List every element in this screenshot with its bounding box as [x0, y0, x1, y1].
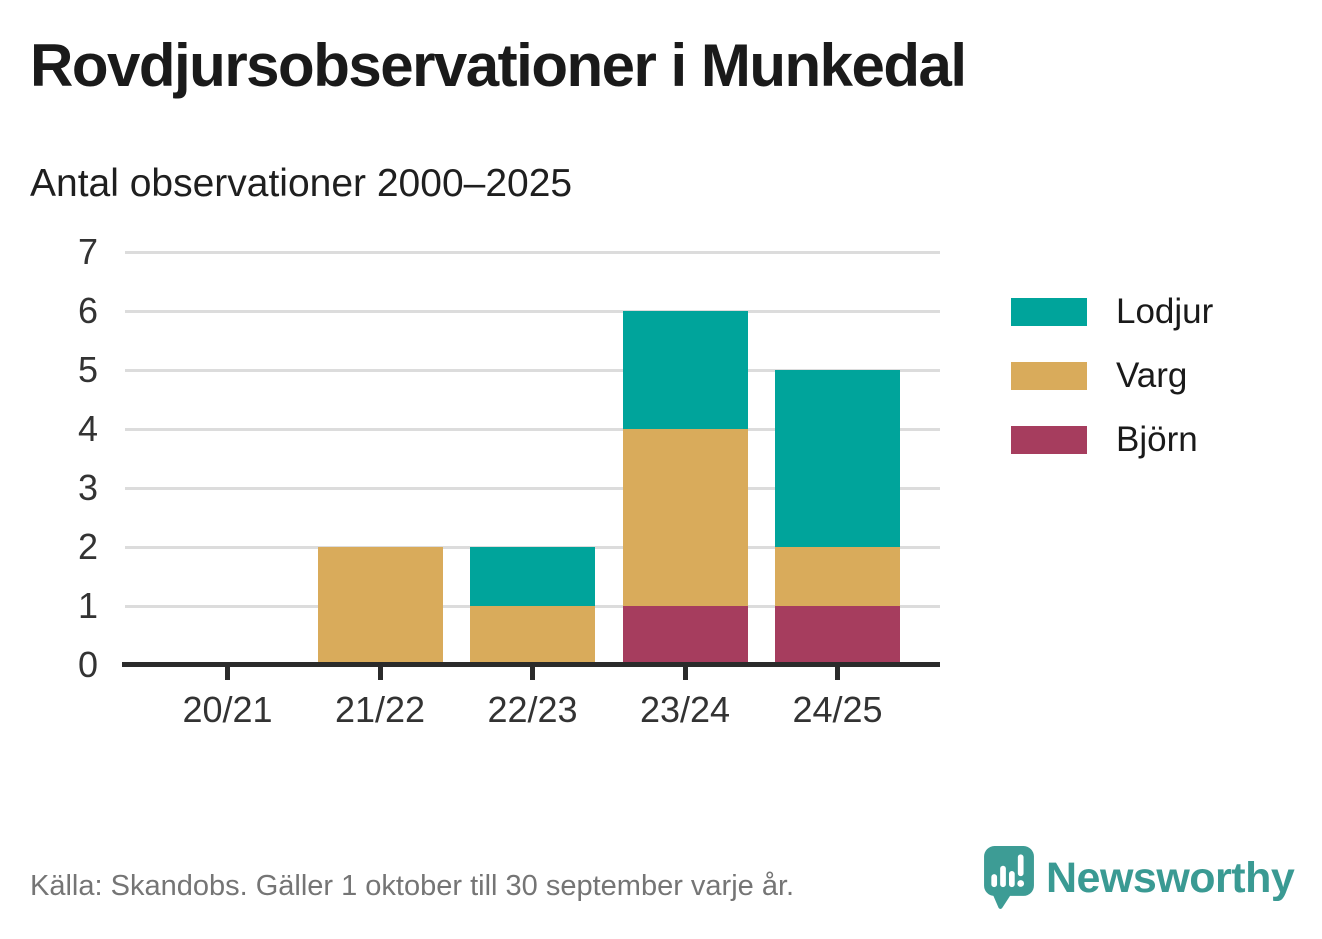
bar-segment-22-23-varg [470, 606, 595, 665]
legend-label: Varg [1116, 356, 1188, 395]
x-tick-label: 21/22 [334, 689, 426, 730]
x-tick-label: 20/21 [182, 689, 273, 730]
x-axis-tick [530, 667, 535, 680]
x-axis-tick [225, 667, 230, 680]
legend-swatch-björn [1011, 425, 1087, 454]
bar-segment-21-22-varg [317, 547, 443, 665]
y-tick-label: 0 [77, 644, 98, 685]
legend-item-lodjur: Lodjur [1011, 294, 1213, 329]
legend-item-björn: Björn [1011, 422, 1213, 457]
gridline-y3 [125, 486, 940, 490]
legend-item-varg: Varg [1011, 358, 1213, 393]
chart-title: Rovdjursobservationer i Munkedal [30, 32, 967, 99]
x-axis-tick [682, 667, 688, 680]
newsworthy-logo-icon [984, 846, 1034, 909]
legend-swatch-lodjur [1011, 297, 1087, 326]
x-axis-line [122, 662, 940, 667]
x-axis-tick [377, 667, 383, 680]
y-tick-label: 4 [77, 408, 98, 449]
x-tick-label: 23/24 [639, 689, 731, 730]
bar-segment-24-25-björn [775, 606, 900, 665]
bar-segment-23-24-lodjur [622, 311, 748, 429]
legend-label: Björn [1116, 420, 1198, 459]
bar-segment-24-25-lodjur [775, 370, 900, 547]
y-tick-label: 5 [77, 349, 98, 390]
bar-segment-24-25-varg [775, 547, 900, 606]
gridline-y5 [125, 368, 940, 372]
y-tick-label: 6 [77, 290, 98, 331]
x-tick-label: 24/25 [792, 689, 883, 730]
legend-swatch-varg [1011, 361, 1087, 390]
gridline-y7 [125, 250, 940, 254]
bar-segment-23-24-varg [622, 429, 748, 606]
source-note: Källa: Skandobs. Gäller 1 oktober till 3… [30, 870, 795, 902]
legend: Lodjur Varg Björn [1011, 294, 1213, 457]
plot-area: 0 1 2 3 4 5 6 7 20/21 21/22 22/23 23/24 24/25 [78, 232, 940, 730]
x-axis-tick [835, 667, 840, 680]
y-tick-label: 2 [77, 526, 98, 567]
newsworthy-logo-text: Newsworthy [1046, 853, 1295, 902]
y-tick-label: 7 [77, 231, 98, 272]
legend-label: Lodjur [1116, 292, 1214, 331]
gridline-y6 [125, 309, 940, 313]
x-tick-label: 22/23 [487, 689, 578, 730]
bar-segment-22-23-lodjur [470, 547, 595, 606]
chart-subtitle: Antal observationer 2000–2025 [30, 162, 573, 205]
gridline-y4 [125, 427, 940, 431]
y-tick-label: 3 [77, 467, 98, 508]
bar-segment-23-24-björn [622, 606, 748, 665]
y-tick-label: 1 [77, 585, 98, 626]
newsworthy-logo: Newsworthy [983, 845, 1295, 911]
